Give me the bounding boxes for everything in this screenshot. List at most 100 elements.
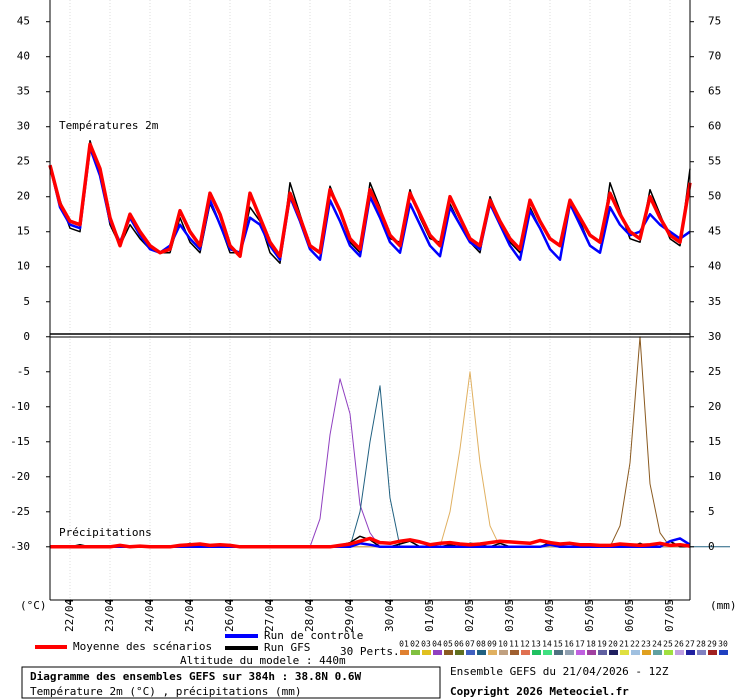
- y2-tick-label: 65: [708, 85, 721, 98]
- y-tick-label: -25: [10, 505, 30, 518]
- y-tick-label: 45: [17, 15, 30, 28]
- member-label: 14: [542, 640, 552, 649]
- member-label: 24: [652, 640, 662, 649]
- member-swatch: [719, 650, 728, 655]
- member-swatch: [488, 650, 497, 655]
- member-label: 02: [410, 640, 420, 649]
- member-swatch: [411, 650, 420, 655]
- member-swatch: [554, 650, 563, 655]
- member-swatch: [400, 650, 409, 655]
- member-label: 23: [641, 640, 651, 649]
- member-swatch: [532, 650, 541, 655]
- member-label: 03: [421, 640, 431, 649]
- x-tick-label: 24/04: [143, 599, 156, 632]
- y2-unit: (mm): [710, 599, 737, 612]
- run-info: Ensemble GEFS du 21/04/2026 - 12Z: [450, 665, 669, 678]
- y-tick-label: 20: [17, 190, 30, 203]
- x-tick-label: 26/04: [223, 599, 236, 632]
- member-swatch: [565, 650, 574, 655]
- member-label: 26: [674, 640, 684, 649]
- x-tick-label: 05/05: [583, 599, 596, 632]
- member-label: 19: [597, 640, 607, 649]
- member-label: 28: [696, 640, 706, 649]
- legend-label: Run GFS: [264, 641, 310, 654]
- x-tick-label: 04/05: [543, 599, 556, 632]
- y-tick-label: 30: [17, 120, 30, 133]
- y-tick-label: -10: [10, 400, 30, 413]
- y-tick-label: 5: [23, 295, 30, 308]
- precip-label: Précipitations: [59, 526, 152, 539]
- y2-tick-label: 15: [708, 435, 721, 448]
- y2-tick-label: 55: [708, 155, 721, 168]
- x-tick-label: 03/05: [503, 599, 516, 632]
- y2-tick-label: 40: [708, 260, 721, 273]
- member-swatch: [642, 650, 651, 655]
- member-label: 20: [608, 640, 618, 649]
- y2-tick-label: 20: [708, 400, 721, 413]
- y2-tick-label: 25: [708, 365, 721, 378]
- member-swatch: [653, 650, 662, 655]
- altitude: Altitude du modele : 440m: [180, 654, 346, 667]
- member-label: 05: [443, 640, 453, 649]
- temperature-label: Températures 2m: [59, 119, 159, 132]
- member-swatch: [477, 650, 486, 655]
- chart-title: Diagramme des ensembles GEFS sur 384h : …: [30, 670, 362, 683]
- member-swatch: [422, 650, 431, 655]
- y-tick-label: 15: [17, 225, 30, 238]
- x-tick-label: 22/04: [63, 599, 76, 632]
- y-tick-label: 40: [17, 50, 30, 63]
- member-label: 27: [685, 640, 695, 649]
- y2-tick-label: 45: [708, 225, 721, 238]
- x-tick-label: 30/04: [383, 599, 396, 632]
- y-tick-label: 0: [23, 330, 30, 343]
- member-label: 08: [476, 640, 486, 649]
- member-label: 25: [663, 640, 673, 649]
- member-swatch: [686, 650, 695, 655]
- member-label: 15: [553, 640, 563, 649]
- member-label: 13: [531, 640, 541, 649]
- member-label: 04: [432, 640, 442, 649]
- member-swatch: [576, 650, 585, 655]
- copyright: Copyright 2026 Meteociel.fr: [450, 685, 629, 698]
- member-label: 30: [718, 640, 728, 649]
- member-swatch: [466, 650, 475, 655]
- x-tick-label: 29/04: [343, 599, 356, 632]
- member-label: 16: [564, 640, 574, 649]
- member-swatch: [499, 650, 508, 655]
- y-unit: (°C): [20, 599, 47, 612]
- member-label: 17: [575, 640, 585, 649]
- y2-tick-label: 50: [708, 190, 721, 203]
- member-swatch: [543, 650, 552, 655]
- y-tick-label: 10: [17, 260, 30, 273]
- y2-tick-label: 10: [708, 470, 721, 483]
- y-tick-label: -15: [10, 435, 30, 448]
- y2-tick-label: 30: [708, 330, 721, 343]
- member-label: 21: [619, 640, 629, 649]
- grid: [69, 0, 671, 600]
- member-swatch: [609, 650, 618, 655]
- member-label: 01: [399, 640, 409, 649]
- x-tick-label: 07/05: [663, 599, 676, 632]
- precip-line: [50, 536, 691, 549]
- member-swatch: [455, 650, 464, 655]
- member-swatch: [444, 650, 453, 655]
- legend-label: Run de contrôle: [264, 629, 363, 642]
- x-tick-label: 25/04: [183, 599, 196, 632]
- member-swatch: [664, 650, 673, 655]
- y2-tick-label: 70: [708, 50, 721, 63]
- member-label: 09: [487, 640, 497, 649]
- member-swatch: [675, 650, 684, 655]
- x-tick-label: 28/04: [303, 599, 316, 632]
- y2-tick-label: 35: [708, 295, 721, 308]
- member-swatch: [620, 650, 629, 655]
- plot: [48, 139, 730, 549]
- member-label: 22: [630, 640, 640, 649]
- member-swatch: [598, 650, 607, 655]
- legend-label: Moyenne des scénarios: [73, 640, 212, 653]
- title-box: [21, 666, 441, 699]
- member-swatch: [631, 650, 640, 655]
- member-label: 12: [520, 640, 530, 649]
- x-tick-label: 02/05: [463, 599, 476, 632]
